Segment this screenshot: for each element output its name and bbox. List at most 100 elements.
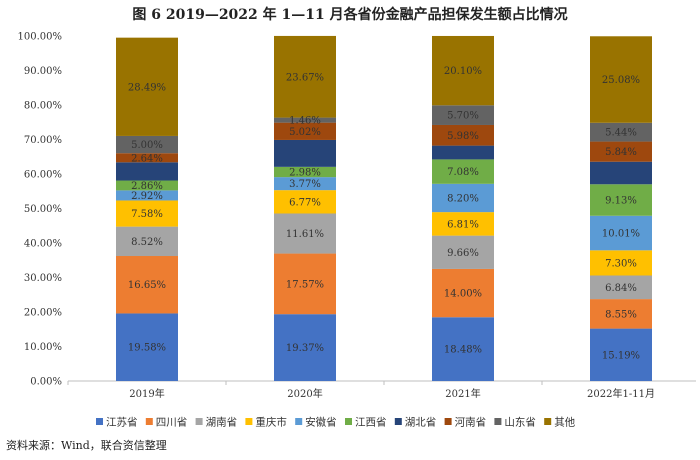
data-label: 8.20% <box>447 193 479 204</box>
legend-label: 四川省 <box>156 416 188 429</box>
legend-swatch <box>96 418 103 425</box>
bar-segment <box>116 226 178 257</box>
bar-segment <box>274 253 336 315</box>
chart-title: 图 6 2019—2022 年 1—11 月各省份金融产品担保发生额占比情况 <box>132 7 568 23</box>
bar-segment <box>590 299 652 329</box>
bar-segment <box>274 117 336 123</box>
data-label: 2.92% <box>131 191 163 202</box>
bar-segment <box>432 212 494 236</box>
x-tick-label: 2021年 <box>445 387 480 400</box>
legend-label: 河南省 <box>455 416 487 429</box>
data-label: 28.49% <box>128 82 166 93</box>
data-label: 7.08% <box>447 167 479 178</box>
bar-segment <box>432 268 494 318</box>
data-label: 7.58% <box>131 209 163 220</box>
bar-segment <box>116 200 178 227</box>
bar-segment <box>590 184 652 216</box>
legend-swatch <box>444 418 452 425</box>
legend-label: 江西省 <box>355 416 387 429</box>
legend-label: 山东省 <box>504 416 536 429</box>
legend-swatch <box>345 418 352 425</box>
source-note: 资料来源：Wind，联合资信整理 <box>6 439 167 452</box>
y-tick-label: 10.00% <box>24 342 62 353</box>
data-label: 2.98% <box>289 167 321 178</box>
bar-segment <box>274 190 336 214</box>
y-tick-label: 60.00% <box>24 170 62 181</box>
data-label: 18.48% <box>444 345 482 356</box>
bar-segment <box>432 183 494 213</box>
bar-segment <box>274 314 336 381</box>
bar-segment <box>116 256 178 314</box>
bar-segment <box>116 135 178 154</box>
bar-segment <box>590 250 652 276</box>
y-tick-label: 70.00% <box>24 135 62 146</box>
y-tick-label: 50.00% <box>24 204 62 215</box>
data-label: 23.67% <box>286 72 324 83</box>
bar-segment <box>432 159 494 184</box>
x-tick-label: 2020年 <box>287 387 322 400</box>
y-tick-label: 100.00% <box>18 32 63 43</box>
bar-segment <box>590 328 652 381</box>
data-label: 19.37% <box>286 343 324 354</box>
legend-label: 湖北省 <box>405 416 437 429</box>
legend-swatch <box>245 418 253 425</box>
data-label: 10.01% <box>602 229 640 240</box>
bar-segment <box>590 141 652 162</box>
legend-swatch <box>494 418 502 425</box>
data-label: 1.46% <box>289 116 321 127</box>
data-label: 5.70% <box>447 111 479 122</box>
data-label: 19.58% <box>128 343 166 354</box>
y-tick-label: 90.00% <box>24 66 62 77</box>
bar-segment <box>590 161 652 185</box>
legend-label: 湖南省 <box>206 416 238 429</box>
data-label: 9.13% <box>605 196 637 207</box>
data-label: 6.77% <box>289 197 321 208</box>
x-tick-label: 2019年 <box>129 387 164 400</box>
data-label: 3.77% <box>289 179 321 190</box>
legend-label: 其他 <box>554 416 575 429</box>
bar-segment <box>590 122 652 142</box>
data-label: 2.64% <box>131 153 163 164</box>
data-label: 6.81% <box>447 219 479 230</box>
bar-segment <box>116 313 178 381</box>
bar-segment <box>116 190 178 201</box>
bar-segment <box>274 35 336 118</box>
bar-segment <box>590 215 652 251</box>
bar-segment <box>590 275 652 300</box>
bar-segment <box>116 162 178 181</box>
bars <box>116 35 652 381</box>
y-tick-label: 40.00% <box>24 239 62 250</box>
bar-segment <box>116 153 178 163</box>
axes: 0.00% 10.00% 20.00% 30.00% 40.00% 50.00% 60.00… <box>18 32 696 400</box>
data-label: 11.61% <box>286 229 324 240</box>
legend-label: 重庆市 <box>255 416 287 429</box>
bar-segment <box>432 235 494 269</box>
bar-segment <box>590 36 652 123</box>
x-tick-label: 2022年1-11月 <box>587 387 655 400</box>
legend-label: 江苏省 <box>106 416 138 429</box>
data-label: 20.10% <box>444 66 482 77</box>
segment-labels: 19.58% 16.65% 8.52% 7.58% 2.92%2.86% 2.64% 5.0… <box>128 66 640 361</box>
bar-segment <box>432 35 494 106</box>
bar-segment <box>274 177 336 191</box>
legend-swatch <box>394 418 402 425</box>
y-tick-label: 0.00% <box>30 377 62 388</box>
data-label: 9.66% <box>447 248 479 259</box>
bar-segment <box>432 145 494 160</box>
bar-segment <box>274 213 336 254</box>
bar-segment <box>432 317 494 381</box>
data-label: 16.65% <box>128 280 166 291</box>
data-label: 17.57% <box>286 279 324 290</box>
data-label: 15.19% <box>602 350 640 361</box>
bar-segment <box>432 105 494 125</box>
data-label: 5.00% <box>131 140 163 151</box>
legend-swatch <box>145 418 153 425</box>
legend-swatch <box>195 418 203 425</box>
data-label: 5.02% <box>289 127 321 138</box>
legend: 江苏省 四川省 湖南省 重庆市 安徽省 江西省 湖北省 河南省 山东省 其他 <box>96 416 576 429</box>
data-label: 2.86% <box>131 181 163 192</box>
data-label: 5.44% <box>605 128 637 139</box>
y-tick-label: 20.00% <box>24 308 62 319</box>
bar-segment <box>432 124 494 146</box>
